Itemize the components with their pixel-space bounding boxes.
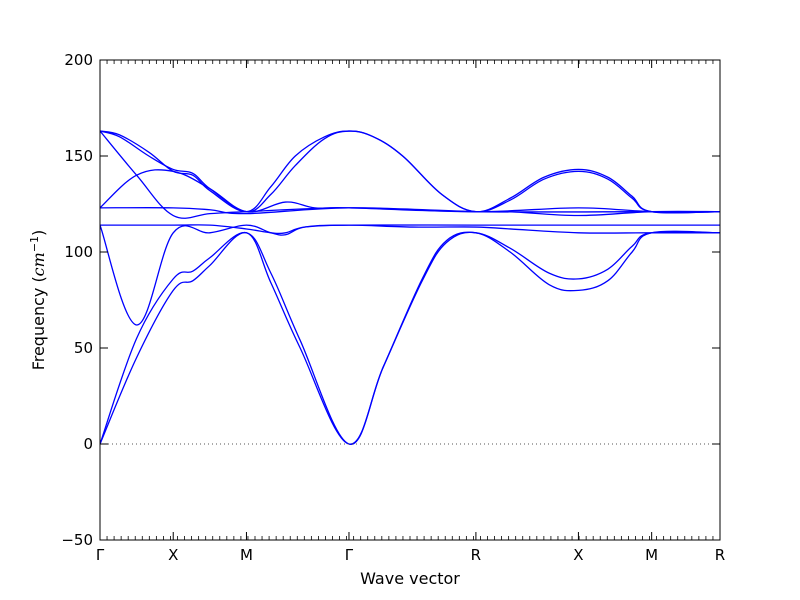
band-lines: [100, 130, 720, 445]
y-axis-ticks: −50 0 50 100 150 200: [61, 51, 720, 549]
band-line-9: [100, 130, 720, 214]
x-tick-label: Γ: [345, 546, 354, 564]
y-axis-title-exponent: −1: [28, 236, 41, 252]
x-tick-label: X: [573, 546, 583, 564]
y-axis-title-close: ): [29, 230, 48, 236]
band-line-2: [100, 231, 720, 445]
y-axis-title: Frequency (cm−1): [28, 230, 48, 371]
band-line-4: [100, 224, 720, 235]
x-tick-label: M: [645, 546, 658, 564]
band-line-7: [100, 130, 720, 219]
y-tick-label: 50: [74, 339, 93, 357]
x-tick-label: R: [715, 546, 725, 564]
x-tick-label: Γ: [96, 546, 105, 564]
y-tick-label: 0: [83, 435, 93, 453]
y-tick-label: 150: [64, 147, 93, 165]
y-tick-label: −50: [61, 531, 93, 549]
y-axis-title-text: Frequency (: [29, 276, 48, 370]
x-axis-title: Wave vector: [360, 569, 460, 588]
y-axis-title-unit: cm: [29, 252, 48, 276]
x-tick-label: M: [240, 546, 253, 564]
y-tick-label: 100: [64, 243, 93, 261]
x-tick-label: X: [168, 546, 178, 564]
x-tick-label: R: [471, 546, 481, 564]
band-line-3: [100, 224, 720, 326]
y-tick-label: 200: [64, 51, 93, 69]
